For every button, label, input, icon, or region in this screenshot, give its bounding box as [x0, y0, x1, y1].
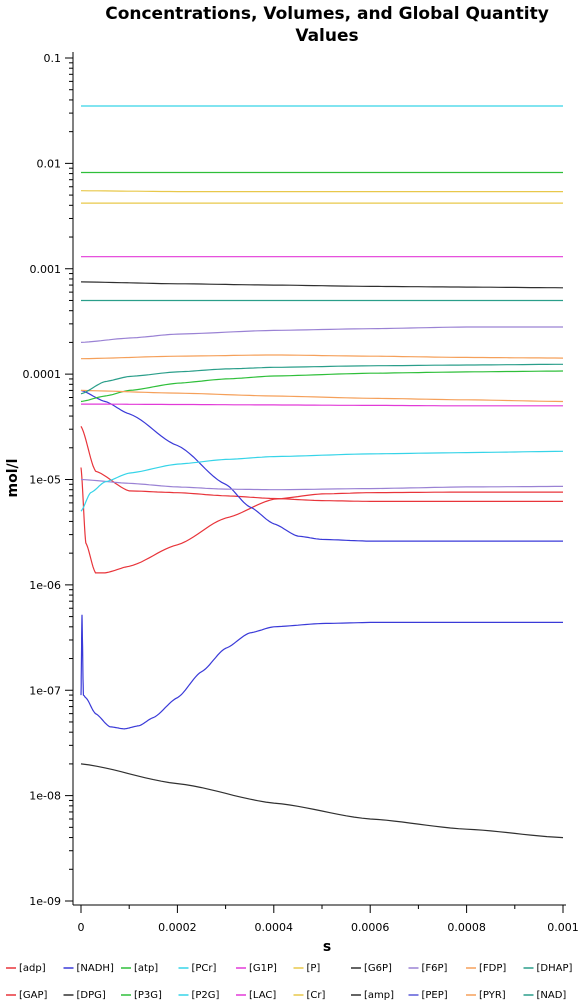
chart-title-line-2: Values	[295, 26, 358, 46]
series-line-adp	[80, 467, 563, 574]
legend-label: [DPG]	[77, 990, 106, 1001]
legend-label: [P]	[307, 963, 321, 974]
x-tick-label: 0	[78, 921, 85, 934]
series-line-nadh	[80, 389, 563, 542]
series-line-nad	[80, 363, 563, 395]
x-tick-label: 0.0004	[255, 921, 294, 934]
legend-label: [PYR]	[479, 990, 506, 1001]
legend-label: [FDP]	[479, 963, 506, 974]
legend-label: [atp]	[134, 963, 158, 974]
series-line-pyr	[80, 389, 564, 403]
series-layer	[80, 105, 564, 839]
y-ticks: 0.1 0.01 0.001 0.0001 1e-05 1e-06 1e-07 1e-08 1e…	[23, 52, 73, 908]
series-line-f6p	[80, 326, 563, 343]
y-tick-label: 1e-06	[29, 579, 61, 592]
y-axis-label: mol/l	[5, 459, 21, 498]
legend-label: [G6P]	[364, 963, 392, 974]
series-line-f6p	[80, 478, 563, 491]
series-line-dpg	[80, 763, 564, 839]
y-tick-label: 0.001	[30, 263, 62, 276]
legend-label: [P2G]	[192, 990, 220, 1001]
y-tick-label: 1e-08	[29, 790, 61, 803]
legend: [adp] [NADH] [atp] [PCr] [G1P] [P] [G6P] [F6P] […	[6, 963, 572, 1001]
x-tick-label: 0.0006	[351, 921, 390, 934]
legend-label: [DHAP]	[537, 963, 573, 974]
legend-label: [GAP]	[19, 990, 48, 1001]
x-ticks: 0 0.0002 0.0004 0.0006 0.0008 0.001	[78, 905, 579, 934]
x-tick-label: 0.0008	[447, 921, 486, 934]
legend-label: [PCr]	[192, 963, 217, 974]
x-tick-label: 0.001	[547, 921, 579, 934]
series-line-nadh	[80, 614, 563, 730]
chart-title-line-1: Concentrations, Volumes, and Global Quan…	[105, 4, 549, 24]
y-tick-label: 0.1	[44, 52, 62, 65]
x-tick-label: 0.0002	[158, 921, 197, 934]
series-line-lac	[81, 403, 563, 407]
legend-label: [adp]	[19, 963, 46, 974]
y-tick-label: 1e-09	[29, 895, 61, 908]
series-line-fdp	[80, 354, 564, 360]
y-tick-label: 0.0001	[23, 368, 62, 381]
y-tick-label: 1e-07	[29, 684, 61, 697]
legend-label: [F6P]	[422, 963, 448, 974]
legend-label: [PEP]	[422, 990, 448, 1001]
legend-label: [NADH]	[77, 963, 114, 974]
legend-label: [LAC]	[249, 990, 276, 1001]
y-tick-label: 1e-05	[29, 474, 61, 487]
legend-label: [Cr]	[307, 990, 326, 1001]
series-line-g6p	[80, 281, 564, 289]
series-line-p2g	[80, 450, 564, 512]
x-axis-label: s	[323, 939, 331, 955]
legend-label: [P3G]	[134, 990, 162, 1001]
y-tick-label: 0.01	[37, 157, 62, 170]
legend-label: [G1P]	[249, 963, 277, 974]
series-line-cr	[80, 190, 563, 193]
legend-label: [amp]	[364, 990, 394, 1001]
legend-label: [NAD]	[537, 990, 567, 1001]
series-line-adp	[80, 426, 563, 502]
series-line-p3g	[80, 370, 564, 403]
